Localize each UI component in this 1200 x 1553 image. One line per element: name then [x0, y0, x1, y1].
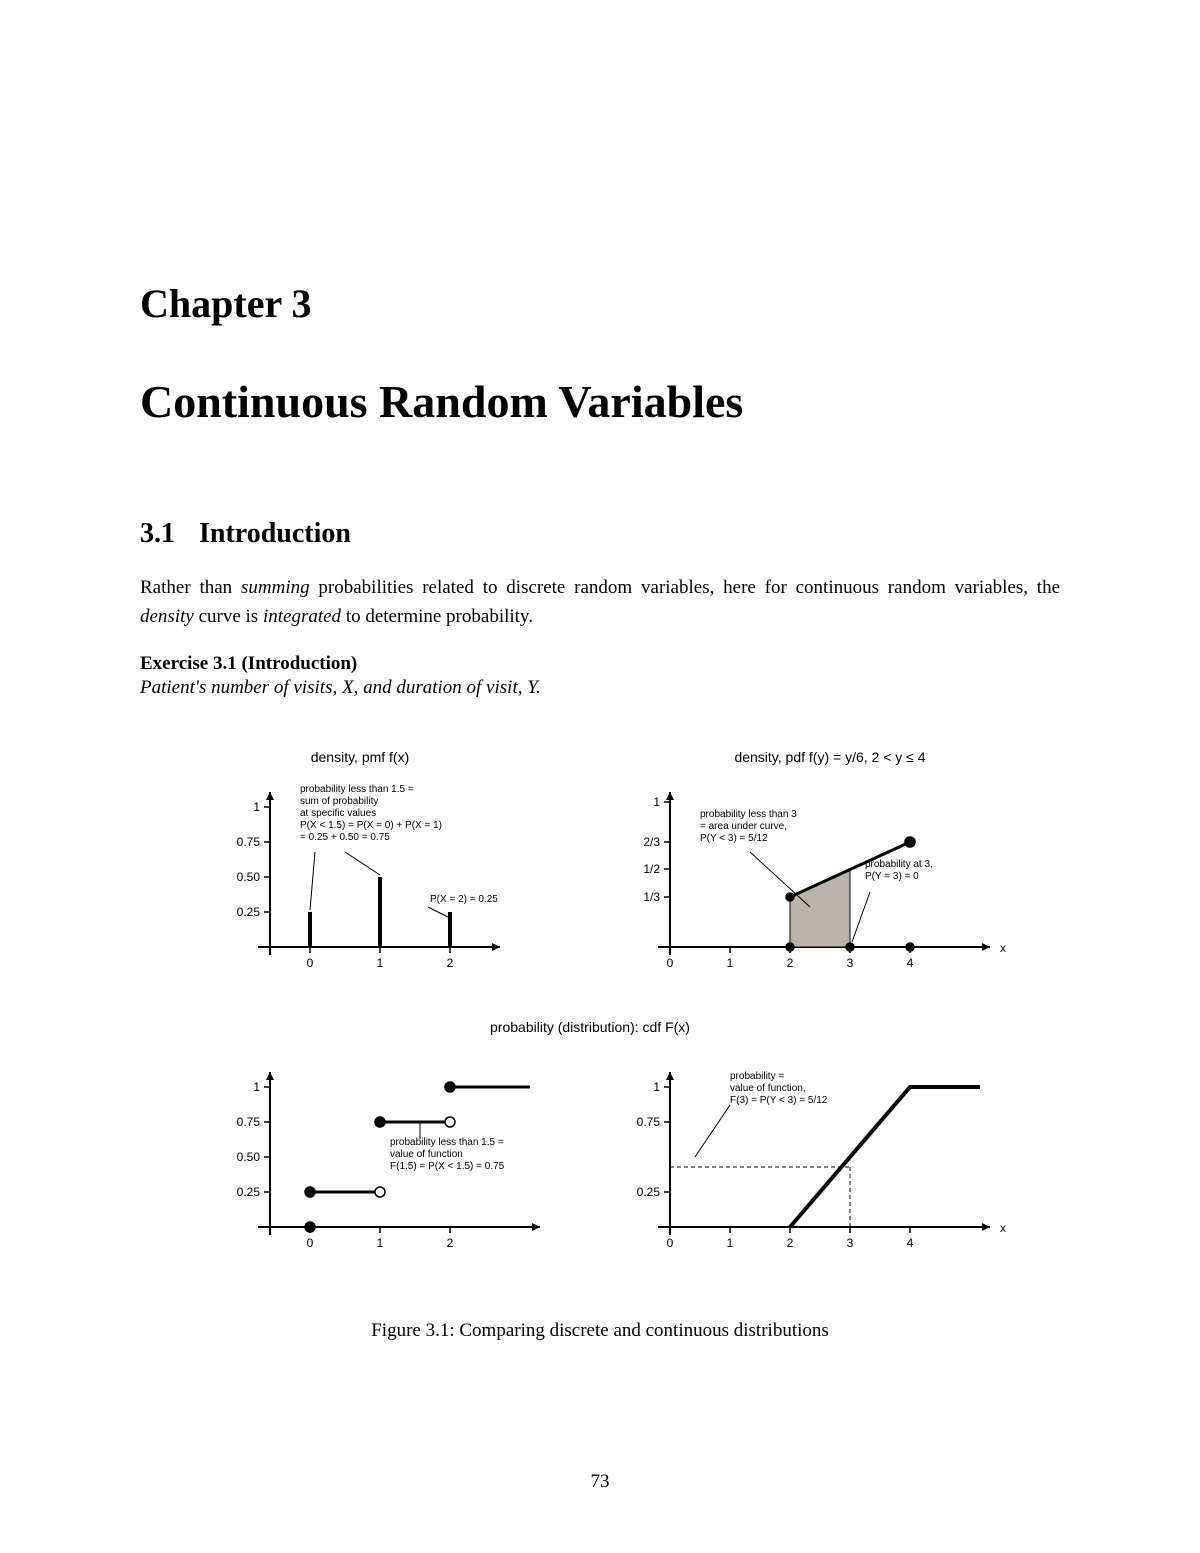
svg-text:0.75: 0.75 — [637, 1115, 661, 1129]
svg-text:0: 0 — [307, 956, 314, 970]
svg-text:P(Y = 3) = 0: P(Y = 3) = 0 — [865, 871, 919, 882]
svg-text:probability less than 1.5 =: probability less than 1.5 = — [300, 784, 414, 795]
svg-text:2: 2 — [787, 1236, 794, 1250]
page-number: 73 — [0, 1471, 1200, 1493]
section-title: Introduction — [199, 518, 351, 549]
svg-text:density, pdf f(y) = y/6, 2 < y: density, pdf f(y) = y/6, 2 < y ≤ 4 — [734, 749, 925, 765]
svg-text:3: 3 — [847, 956, 854, 970]
svg-text:0.25: 0.25 — [637, 1185, 661, 1199]
svg-text:sum of probability: sum of probability — [300, 796, 378, 807]
svg-text:1: 1 — [253, 800, 260, 814]
svg-text:2: 2 — [447, 1236, 454, 1250]
svg-text:2: 2 — [447, 956, 454, 970]
svg-text:P(X < 1.5) = P(X = 0) + P(X =: P(X < 1.5) = P(X = 0) + P(X = 1) — [300, 820, 442, 831]
svg-text:P(Y < 3) = 5/12: P(Y < 3) = 5/12 — [700, 833, 768, 844]
svg-text:x: x — [1000, 1221, 1006, 1235]
svg-text:0.25: 0.25 — [237, 1185, 261, 1199]
svg-text:probability at 3,: probability at 3, — [865, 859, 933, 870]
svg-text:1/3: 1/3 — [643, 890, 660, 904]
svg-text:at specific values: at specific values — [300, 808, 376, 819]
svg-text:x: x — [1000, 941, 1006, 955]
section-heading: 3.1 Introduction — [140, 518, 1060, 550]
figure-svg: density, pmf f(x) 0 1 2 0.25 0.50 0.75 1 probabi… — [140, 717, 1040, 1297]
svg-text:1: 1 — [653, 1080, 660, 1094]
svg-text:0.75: 0.75 — [237, 1115, 261, 1129]
svg-text:1/2: 1/2 — [643, 862, 660, 876]
svg-text:1: 1 — [727, 956, 734, 970]
section-number: 3.1 — [140, 518, 175, 549]
chapter-title: Continuous Random Variables — [140, 375, 1060, 428]
svg-text:3: 3 — [847, 1236, 854, 1250]
svg-text:F(3) = P(Y < 3) = 5/12: F(3) = P(Y < 3) = 5/12 — [730, 1095, 828, 1106]
svg-text:4: 4 — [907, 1236, 914, 1250]
svg-text:4: 4 — [907, 956, 914, 970]
svg-text:1: 1 — [727, 1236, 734, 1250]
svg-text:1: 1 — [377, 956, 384, 970]
page-container: Chapter 3 Continuous Random Variables 3.… — [0, 0, 1200, 1553]
figure-caption: Figure 3.1: Comparing discrete and conti… — [140, 1320, 1060, 1342]
exercise-subheading: Patient's number of visits, X, and durat… — [140, 677, 1060, 699]
svg-text:= 0.25 + 0.50 = 0.75: = 0.25 + 0.50 = 0.75 — [300, 832, 390, 843]
svg-text:probability =: probability = — [730, 1071, 784, 1082]
svg-text:probability less than 3: probability less than 3 — [700, 809, 797, 820]
svg-text:0: 0 — [667, 1236, 674, 1250]
svg-text:0.50: 0.50 — [237, 1150, 261, 1164]
svg-text:= area under curve,: = area under curve, — [700, 821, 787, 832]
svg-text:probability (distribution): cd: probability (distribution): cdf F(x) — [490, 1019, 690, 1035]
svg-text:density, pmf f(x): density, pmf f(x) — [311, 749, 410, 765]
svg-text:1: 1 — [253, 1080, 260, 1094]
svg-text:2/3: 2/3 — [643, 835, 660, 849]
svg-text:0: 0 — [307, 1236, 314, 1250]
svg-text:F(1.5) = P(X < 1.5) = 0.75: F(1.5) = P(X < 1.5) = 0.75 — [390, 1161, 505, 1172]
svg-text:probability less than 1.5 =: probability less than 1.5 = — [390, 1137, 504, 1148]
svg-text:1: 1 — [653, 795, 660, 809]
intro-paragraph: Rather than summing probabilities relate… — [140, 574, 1060, 631]
svg-text:1: 1 — [377, 1236, 384, 1250]
svg-text:0.25: 0.25 — [237, 905, 261, 919]
chapter-label: Chapter 3 — [140, 280, 1060, 327]
svg-text:P(X = 2) = 0.25: P(X = 2) = 0.25 — [430, 894, 498, 905]
svg-text:value of function,: value of function, — [730, 1083, 806, 1094]
svg-text:value of function: value of function — [390, 1149, 463, 1160]
svg-text:2: 2 — [787, 956, 794, 970]
figure-3-1: density, pmf f(x) 0 1 2 0.25 0.50 0.75 1 probabi… — [140, 717, 1060, 1342]
svg-text:0.75: 0.75 — [237, 835, 261, 849]
exercise-heading: Exercise 3.1 (Introduction) — [140, 653, 1060, 675]
svg-text:0.50: 0.50 — [237, 870, 261, 884]
svg-text:0: 0 — [667, 956, 674, 970]
